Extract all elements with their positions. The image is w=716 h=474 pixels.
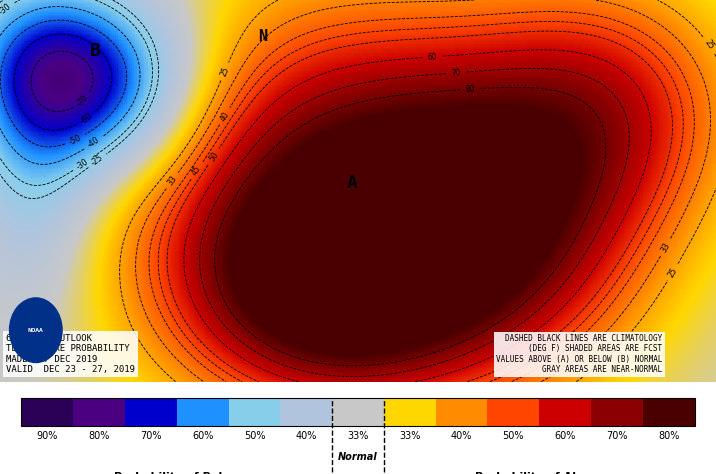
Text: -70: -70 — [75, 93, 90, 109]
Text: 25: 25 — [702, 38, 715, 51]
Text: 80%: 80% — [89, 431, 110, 441]
Text: -60: -60 — [79, 111, 94, 126]
Bar — [73, 398, 125, 426]
Bar — [488, 398, 539, 426]
Text: N: N — [258, 29, 267, 44]
Text: 25: 25 — [218, 65, 231, 78]
Text: 33: 33 — [659, 241, 672, 254]
Bar — [21, 398, 73, 426]
Bar — [435, 398, 488, 426]
Bar — [125, 398, 177, 426]
Bar — [228, 398, 281, 426]
Text: 70: 70 — [450, 68, 461, 78]
Text: 40%: 40% — [296, 431, 317, 441]
Text: 6-10 DAY OUTLOOK
TEMPERATURE PROBABILITY
MADE  17 DEC 2019
VALID  DEC 23 - 27, 2: 6-10 DAY OUTLOOK TEMPERATURE PROBABILITY… — [6, 334, 135, 374]
Text: 60%: 60% — [554, 431, 576, 441]
Text: -30: -30 — [75, 157, 90, 172]
Bar — [281, 398, 332, 426]
Text: 50: 50 — [207, 150, 220, 164]
Bar — [539, 398, 591, 426]
Text: 40%: 40% — [451, 431, 473, 441]
Text: A: A — [347, 174, 357, 192]
Text: 80: 80 — [465, 84, 475, 94]
Text: -40: -40 — [86, 136, 102, 150]
Text: DASHED BLACK LINES ARE CLIMATOLOGY
(DEG F) SHADED AREAS ARE FCST
VALUES ABOVE (A: DASHED BLACK LINES ARE CLIMATOLOGY (DEG … — [495, 334, 662, 374]
Bar — [591, 398, 643, 426]
Text: 60%: 60% — [192, 431, 213, 441]
Text: 60: 60 — [427, 52, 437, 62]
Text: B: B — [90, 42, 101, 60]
Text: NOAA: NOAA — [28, 328, 44, 333]
Text: 40: 40 — [218, 109, 231, 123]
Text: Normal: Normal — [338, 452, 378, 462]
Text: 45: 45 — [190, 164, 203, 178]
Text: 33%: 33% — [399, 431, 420, 441]
Bar — [384, 398, 435, 426]
Text: 25: 25 — [667, 266, 679, 279]
Text: 33%: 33% — [347, 431, 369, 441]
Text: -50: -50 — [68, 133, 83, 146]
Text: 90%: 90% — [37, 431, 58, 441]
Text: 80%: 80% — [658, 431, 679, 441]
Bar — [332, 398, 384, 426]
Bar — [643, 398, 695, 426]
Bar — [177, 398, 228, 426]
Bar — [21, 398, 695, 426]
Circle shape — [9, 298, 62, 363]
Text: 50%: 50% — [243, 431, 265, 441]
Text: Probability of Below: Probability of Below — [114, 472, 240, 474]
Text: -25: -25 — [90, 154, 105, 168]
Text: -30: -30 — [0, 1, 13, 16]
Text: 33: 33 — [165, 174, 179, 187]
Text: Probability of Above: Probability of Above — [475, 472, 603, 474]
Text: 70%: 70% — [140, 431, 162, 441]
Text: 70%: 70% — [606, 431, 628, 441]
Text: 50%: 50% — [503, 431, 524, 441]
